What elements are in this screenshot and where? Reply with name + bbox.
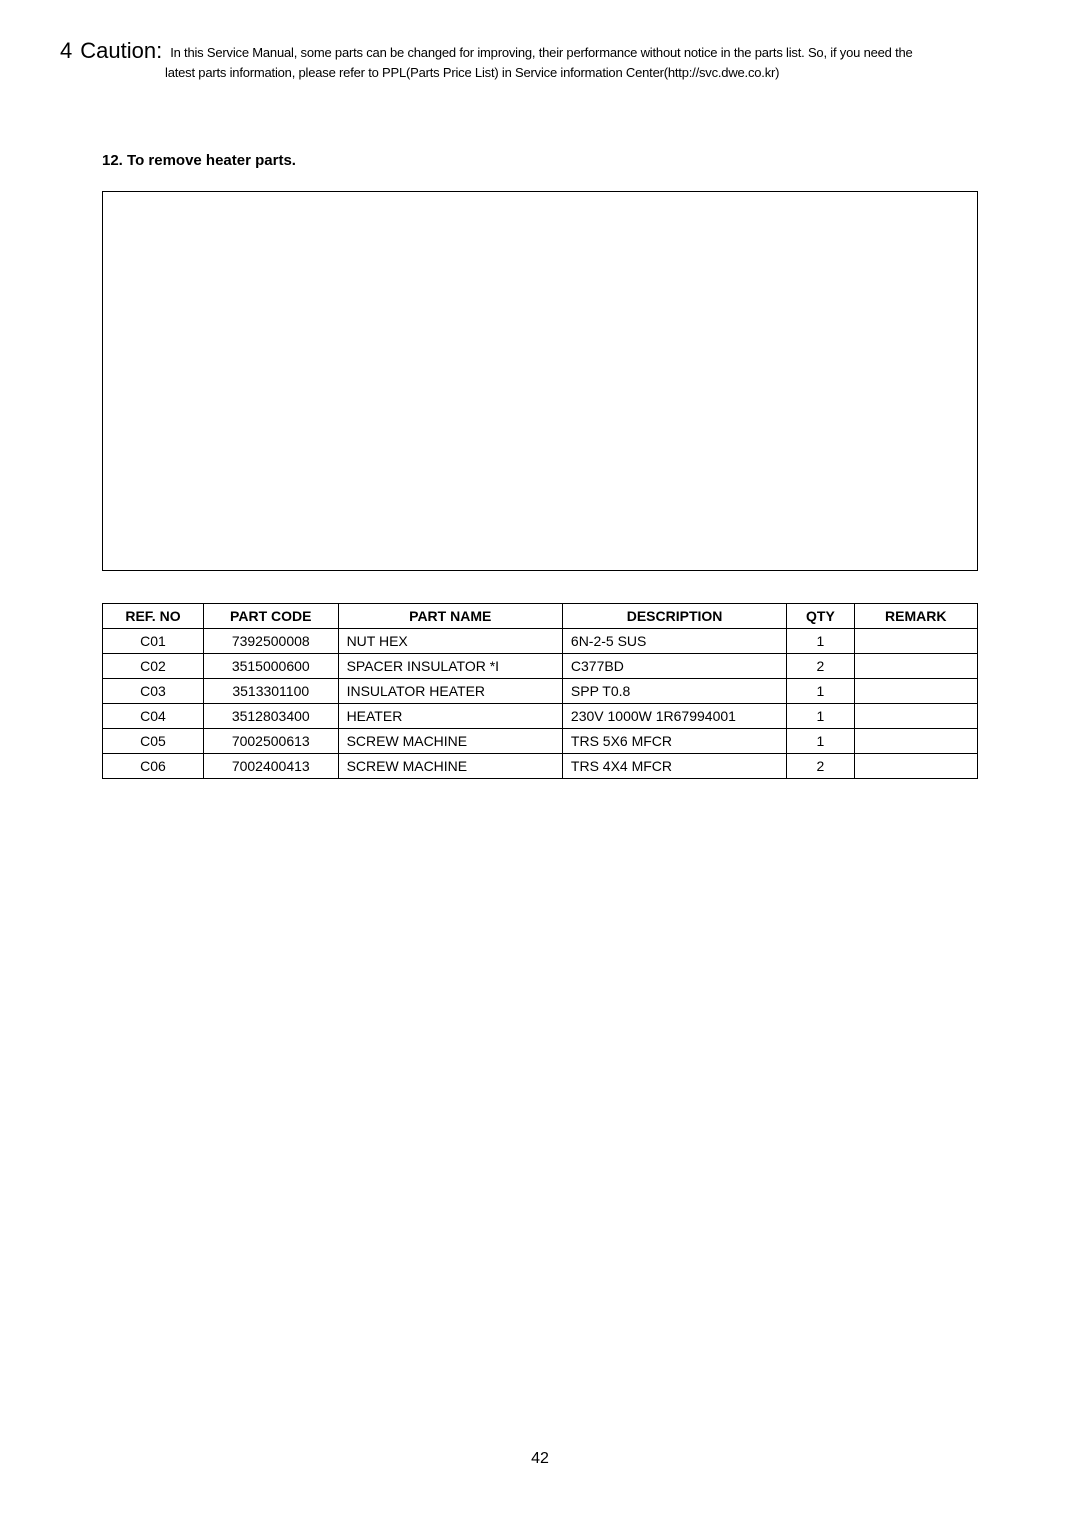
cell-qty: 1 — [787, 703, 854, 728]
cell-qty: 2 — [787, 753, 854, 778]
table-row: C05 7002500613 SCREW MACHINE TRS 5X6 MFC… — [103, 728, 978, 753]
caution-label: Caution: — [80, 38, 162, 64]
caution-block: 4 Caution: In this Service Manual, some … — [60, 40, 1020, 64]
cell-refno: C05 — [103, 728, 204, 753]
header-partname: PART NAME — [338, 603, 562, 628]
cell-partcode: 7392500008 — [203, 628, 338, 653]
cell-partcode: 7002500613 — [203, 728, 338, 753]
diagram-placeholder — [102, 191, 978, 571]
header-remark: REMARK — [854, 603, 977, 628]
cell-remark — [854, 703, 977, 728]
header-refno: REF. NO — [103, 603, 204, 628]
table-row: C01 7392500008 NUT HEX 6N-2-5 SUS 1 — [103, 628, 978, 653]
cell-partcode: 3515000600 — [203, 653, 338, 678]
caution-text-line1: In this Service Manual, some parts can b… — [170, 44, 912, 62]
cell-partname: INSULATOR HEATER — [338, 678, 562, 703]
caution-text-line2: latest parts information, please refer t… — [165, 64, 1020, 82]
caution-number: 4 — [60, 38, 72, 64]
header-qty: QTY — [787, 603, 854, 628]
cell-qty: 2 — [787, 653, 854, 678]
cell-partcode: 3512803400 — [203, 703, 338, 728]
cell-remark — [854, 653, 977, 678]
cell-remark — [854, 753, 977, 778]
cell-partname: HEATER — [338, 703, 562, 728]
page-number: 42 — [531, 1450, 549, 1468]
header-description: DESCRIPTION — [562, 603, 786, 628]
cell-description: TRS 4X4 MFCR — [562, 753, 786, 778]
parts-table: REF. NO PART CODE PART NAME DESCRIPTION … — [102, 603, 978, 779]
cell-description: TRS 5X6 MFCR — [562, 728, 786, 753]
cell-description: 230V 1000W 1R67994001 — [562, 703, 786, 728]
table-row: C02 3515000600 SPACER INSULATOR *I C377B… — [103, 653, 978, 678]
table-row: C06 7002400413 SCREW MACHINE TRS 4X4 MFC… — [103, 753, 978, 778]
cell-partname: SPACER INSULATOR *I — [338, 653, 562, 678]
cell-refno: C03 — [103, 678, 204, 703]
table-row: C04 3512803400 HEATER 230V 1000W 1R67994… — [103, 703, 978, 728]
table-header-row: REF. NO PART CODE PART NAME DESCRIPTION … — [103, 603, 978, 628]
cell-refno: C01 — [103, 628, 204, 653]
cell-partcode: 3513301100 — [203, 678, 338, 703]
cell-remark — [854, 728, 977, 753]
cell-remark — [854, 628, 977, 653]
cell-refno: C02 — [103, 653, 204, 678]
cell-partcode: 7002400413 — [203, 753, 338, 778]
cell-refno: C04 — [103, 703, 204, 728]
cell-partname: SCREW MACHINE — [338, 728, 562, 753]
section-heading: 12. To remove heater parts. — [102, 152, 1020, 169]
cell-description: 6N-2-5 SUS — [562, 628, 786, 653]
cell-qty: 1 — [787, 728, 854, 753]
cell-description: SPP T0.8 — [562, 678, 786, 703]
header-partcode: PART CODE — [203, 603, 338, 628]
cell-description: C377BD — [562, 653, 786, 678]
table-body: C01 7392500008 NUT HEX 6N-2-5 SUS 1 C02 … — [103, 628, 978, 778]
cell-qty: 1 — [787, 678, 854, 703]
table-row: C03 3513301100 INSULATOR HEATER SPP T0.8… — [103, 678, 978, 703]
cell-partname: SCREW MACHINE — [338, 753, 562, 778]
cell-refno: C06 — [103, 753, 204, 778]
cell-remark — [854, 678, 977, 703]
cell-partname: NUT HEX — [338, 628, 562, 653]
cell-qty: 1 — [787, 628, 854, 653]
